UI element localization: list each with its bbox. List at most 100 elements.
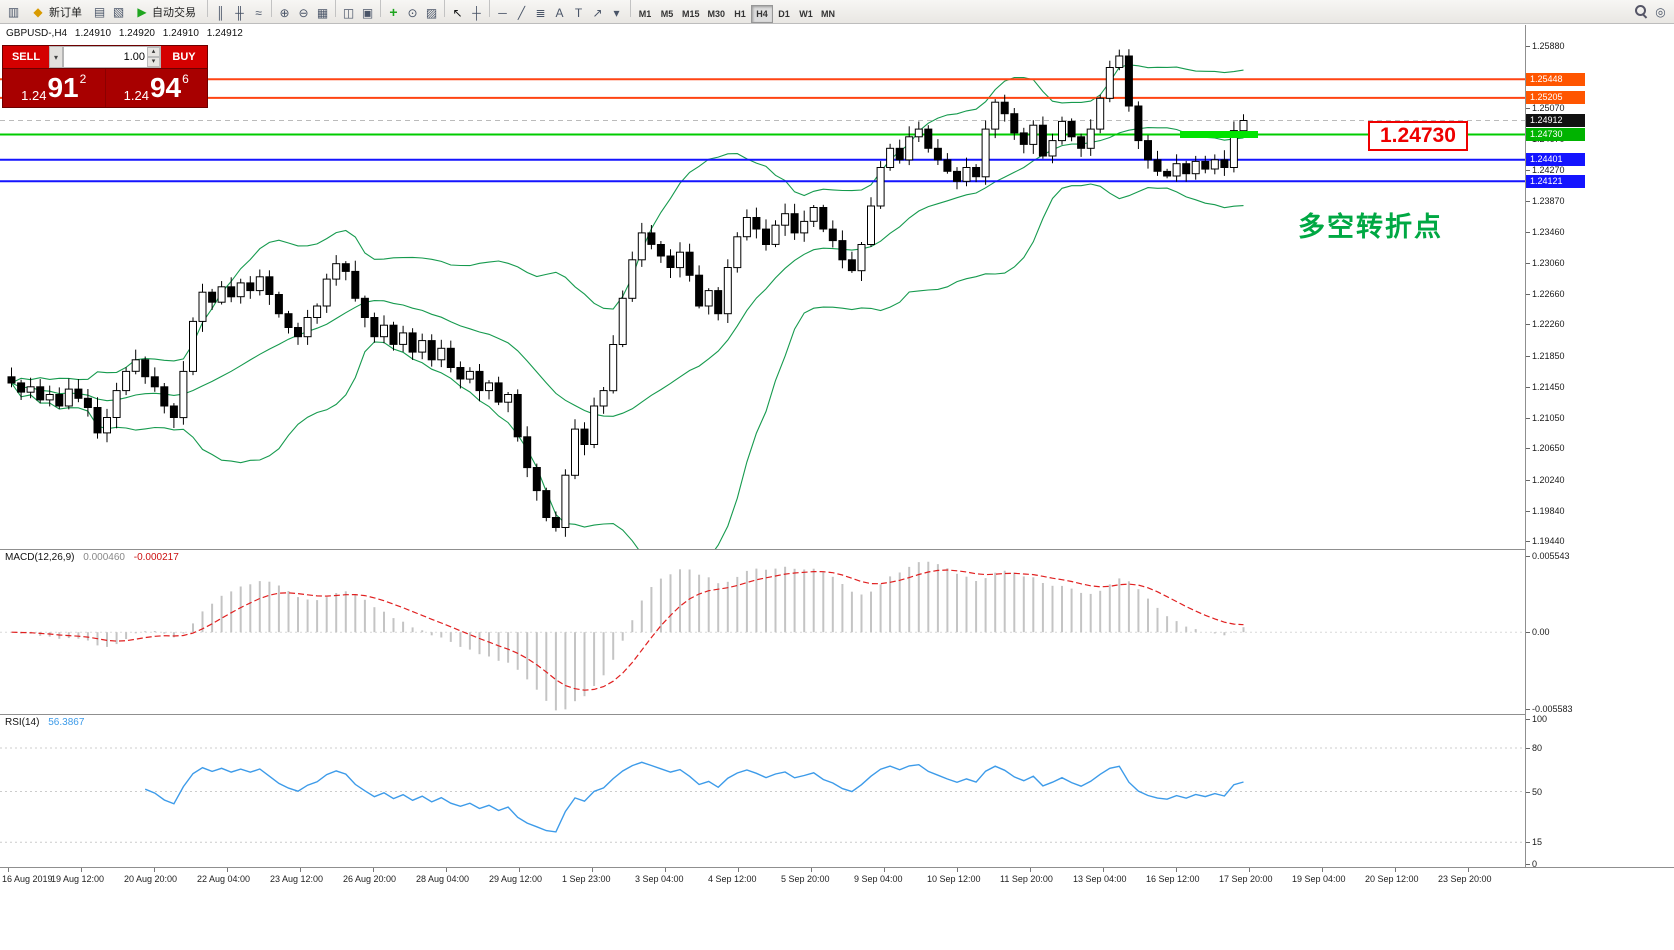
- price-annotation-box[interactable]: 1.24730: [1368, 121, 1468, 151]
- crosshair-icon[interactable]: ┼: [472, 6, 481, 21]
- line-chart-icon[interactable]: ≈: [255, 6, 262, 21]
- price-level-tag[interactable]: 1.25448: [1526, 72, 1585, 86]
- time-axis-label: 20 Aug 20:00: [124, 874, 178, 884]
- price-axis-label: 1.19440: [1526, 536, 1565, 547]
- templates-icon[interactable]: ▨: [425, 6, 438, 21]
- grid-icon[interactable]: ▦: [316, 6, 329, 21]
- price-axis-label: 1.22260: [1526, 319, 1565, 330]
- time-tick: [1322, 868, 1323, 872]
- rsi-canvas[interactable]: [0, 715, 1525, 868]
- time-axis-label: 28 Aug 04:00: [416, 874, 470, 884]
- time-axis-label: 16 Sep 12:00: [1146, 874, 1200, 884]
- time-axis-label: 23 Sep 20:00: [1438, 874, 1492, 884]
- volume-down-icon[interactable]: ▾: [147, 57, 160, 67]
- time-axis-label: 1 Sep 23:00: [562, 874, 611, 884]
- price-level-tag[interactable]: 1.24730: [1526, 128, 1585, 141]
- candlestick-icon[interactable]: ╫: [235, 6, 244, 21]
- sell-price-pips: 91: [47, 72, 79, 103]
- sell-dropdown-icon[interactable]: ▾: [49, 46, 63, 68]
- time-tick: [1249, 868, 1250, 872]
- tile-windows-icon[interactable]: ◫: [342, 6, 355, 21]
- time-tick: [1103, 868, 1104, 872]
- timeframe-m5[interactable]: M5: [656, 5, 678, 23]
- time-axis-label: 11 Sep 20:00: [1000, 874, 1053, 884]
- target-icon[interactable]: ◎: [1655, 4, 1666, 19]
- bollinger-middle: [11, 127, 1244, 417]
- buy-button[interactable]: BUY: [161, 46, 207, 68]
- time-tick: [227, 868, 228, 872]
- macd-canvas[interactable]: [0, 550, 1525, 715]
- label-icon[interactable]: T: [574, 6, 583, 21]
- cursor-icon[interactable]: ↖: [452, 6, 463, 21]
- time-tick: [446, 868, 447, 872]
- timeframe-mn[interactable]: MN: [817, 5, 839, 23]
- arrows-icon[interactable]: ↗: [592, 6, 603, 21]
- time-axis-label: 20 Sep 12:00: [1365, 874, 1419, 884]
- price-axis-label: 1.22660: [1526, 288, 1565, 299]
- chart-low: 1.24910: [162, 28, 199, 39]
- autotrade-button[interactable]: ▶ 自动交易: [129, 2, 203, 22]
- timeframe-m30[interactable]: M30: [704, 5, 730, 23]
- sell-button[interactable]: SELL: [3, 46, 49, 68]
- period-icon[interactable]: ⊙: [407, 6, 418, 21]
- sell-price-display[interactable]: 1.24 91 2: [3, 69, 105, 107]
- new-order-button[interactable]: ◆ 新订单: [24, 2, 89, 22]
- time-axis-label: 17 Sep 20:00: [1219, 874, 1273, 884]
- chart-window: GBPUSD-,H4 1.24910 1.24920 1.24910 1.249…: [0, 25, 1674, 950]
- volume-input[interactable]: [64, 50, 147, 64]
- macd-axis-label: 0.00: [1526, 627, 1550, 638]
- chart-info-line: GBPUSD-,H4 1.24910 1.24920 1.24910 1.249…: [6, 28, 248, 39]
- price-chart-canvas[interactable]: [0, 25, 1525, 549]
- zoom-in-icon[interactable]: ⊕: [279, 6, 290, 21]
- trendline-icon[interactable]: ╱: [517, 6, 526, 21]
- buy-price-display[interactable]: 1.24 94 6: [105, 69, 207, 107]
- chart-close: 1.24912: [206, 28, 243, 39]
- rsi-panel: RSI(14) 56.3867: [0, 714, 1525, 868]
- rsi-label: RSI(14): [5, 717, 40, 728]
- time-tick: [1030, 868, 1031, 872]
- toolbar-chart-group: ▤ ▧: [90, 2, 128, 21]
- macd-label: MACD(12,26,9): [5, 552, 75, 563]
- search-icon[interactable]: [1632, 2, 1651, 21]
- timeframe-d1[interactable]: D1: [773, 5, 795, 23]
- main-toolbar: ▥ ◆ 新订单 ▤ ▧ ▶ 自动交易 ║ ╫ ≈ ⊕ ⊖ ▦ ◫ ▣ + ⊙ ▨ ↖ ┼ ─ ╱ ≣ A T ↗ ▾ M…: [0, 0, 1674, 24]
- rsi-header: RSI(14) 56.3867: [5, 717, 90, 728]
- profiles-icon[interactable]: ▤: [93, 4, 106, 19]
- time-tick: [957, 868, 958, 872]
- turning-point-annotation[interactable]: 多空转折点: [1298, 212, 1443, 242]
- text-icon[interactable]: A: [555, 6, 564, 21]
- terminal-icon[interactable]: ▥: [7, 4, 20, 19]
- timeframe-m15[interactable]: M15: [678, 5, 704, 23]
- price-level-tag[interactable]: 1.24121: [1526, 174, 1585, 188]
- timeframe-h4[interactable]: H4: [751, 5, 774, 23]
- time-axis-label: 4 Sep 12:00: [708, 874, 757, 884]
- zoom-out-icon[interactable]: ⊖: [298, 6, 309, 21]
- time-axis-label: 13 Sep 04:00: [1073, 874, 1127, 884]
- fibonacci-icon[interactable]: ≣: [535, 6, 546, 21]
- macd-signal-line: [11, 569, 1244, 691]
- time-tick: [1395, 868, 1396, 872]
- toolbar-separator: [271, 0, 272, 18]
- volume-up-icon[interactable]: ▴: [147, 47, 160, 57]
- dropdown-icon[interactable]: ▾: [613, 6, 620, 21]
- time-axis-label: 16 Aug 2019: [2, 874, 53, 884]
- macd-main-value: 0.000460: [83, 552, 125, 563]
- time-axis-label: 19 Aug 12:00: [51, 874, 105, 884]
- bar-chart-icon[interactable]: ║: [216, 6, 225, 21]
- chart-symbol: GBPUSD-,H4: [6, 28, 68, 39]
- toolbar-separator: [380, 0, 381, 18]
- timeframe-m1[interactable]: M1: [634, 5, 656, 23]
- toolbar-tools-group: ║ ╫ ≈ ⊕ ⊖ ▦ ◫ ▣ + ⊙ ▨ ↖ ┼ ─ ╱ ≣ A T ↗ ▾: [204, 0, 626, 23]
- price-axis[interactable]: 1.258801.250701.246701.242701.238701.234…: [1525, 25, 1674, 869]
- price-level-tag[interactable]: 1.25205: [1526, 91, 1585, 105]
- price-level-tag[interactable]: 1.24401: [1526, 153, 1585, 167]
- indicators-window-icon[interactable]: ▧: [112, 4, 125, 19]
- timeframe-w1[interactable]: W1: [795, 5, 817, 23]
- horizontal-line-icon[interactable]: ─: [498, 6, 507, 21]
- time-axis[interactable]: 16 Aug 2019 19 Aug 12:00 20 Aug 20:00 22 Au…: [0, 867, 1674, 894]
- toolbar-separator: [444, 0, 445, 18]
- add-indicator-icon[interactable]: +: [389, 4, 398, 21]
- arrange-icon[interactable]: ▣: [361, 6, 374, 21]
- price-axis-label: 1.21850: [1526, 350, 1565, 361]
- timeframe-h1[interactable]: H1: [729, 5, 751, 23]
